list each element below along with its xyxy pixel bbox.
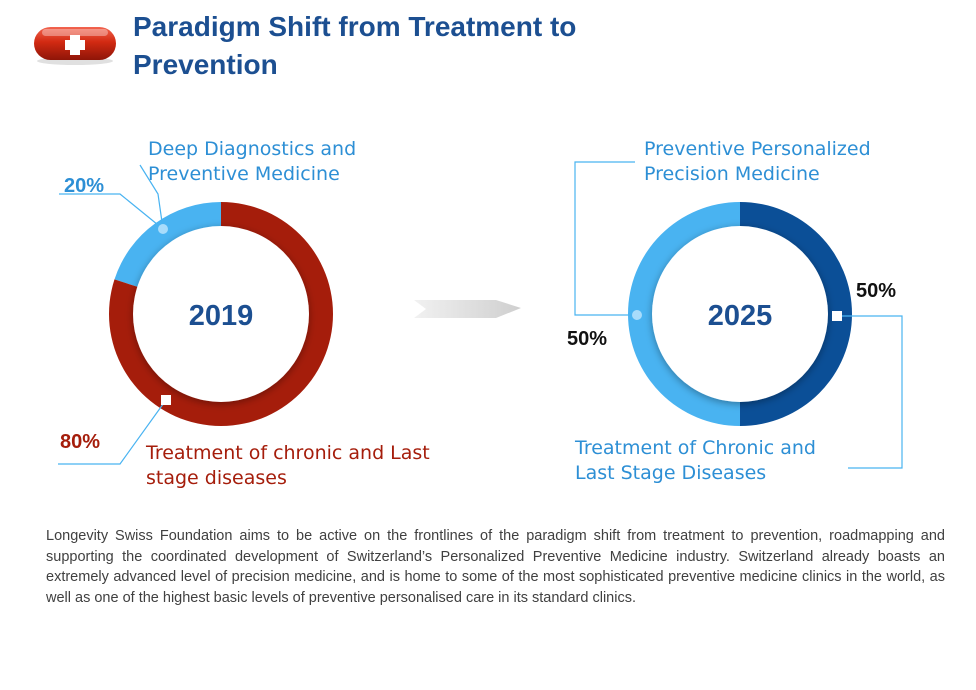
label-treatment-2025-line2: Last Stage Diseases — [575, 462, 766, 484]
label-deep-diagnostics-line1: Deep Diagnostics and — [148, 138, 356, 160]
slice-preventive-2025 — [628, 202, 740, 426]
donut-2019: 2019 20% Deep Diagnostics and Preventive… — [58, 138, 430, 489]
value-label-20pct: 20% — [64, 175, 104, 197]
marker-dot-deep-diagnostics — [158, 224, 168, 234]
label-preventive-line2: Precision Medicine — [644, 163, 820, 185]
value-label-80pct: 80% — [60, 431, 100, 453]
marker-square-treatment-2025 — [832, 311, 842, 321]
slice-treatment-2025 — [740, 202, 852, 426]
label-deep-diagnostics-line2: Preventive Medicine — [148, 163, 340, 185]
leader-line-80pct — [58, 399, 167, 465]
donut-2025: 2025 Preventive Personalized Precision M… — [567, 138, 903, 484]
label-preventive-line1: Preventive Personalized — [644, 138, 871, 160]
leader-line-deep-diagnostics — [139, 164, 164, 230]
marker-square-treatment — [161, 395, 171, 405]
center-label-2025: 2025 — [708, 300, 773, 332]
leader-line-treatment-2025 — [837, 315, 903, 469]
swiss-cross-pill-icon — [34, 27, 116, 65]
description-paragraph: Longevity Swiss Foundation aims to be ac… — [46, 528, 945, 606]
page-title: Paradigm Shift from Treatment to Prevent… — [133, 8, 693, 84]
leader-line-preventive — [574, 161, 637, 316]
label-treatment-2019-line1: Treatment of chronic and Last — [145, 442, 430, 464]
marker-dot-preventive — [632, 310, 642, 320]
transition-arrow-icon — [414, 300, 521, 318]
donut-hole-2019 — [133, 226, 309, 402]
label-treatment-2019-line2: stage diseases — [146, 467, 287, 489]
label-treatment-2025-line1: Treatment of Chronic and — [574, 437, 816, 459]
page-title-line2: Prevention — [133, 49, 278, 80]
leader-line-20pct — [59, 193, 164, 230]
value-label-treatment-50pct: 50% — [856, 280, 896, 302]
page-title-line1: Paradigm Shift from Treatment to — [133, 11, 577, 42]
value-label-preventive-50pct: 50% — [567, 328, 607, 350]
donut-charts: 2019 20% Deep Diagnostics and Preventive… — [58, 138, 903, 489]
donut-hole-2025 — [652, 226, 828, 402]
center-label-2019: 2019 — [189, 300, 254, 332]
